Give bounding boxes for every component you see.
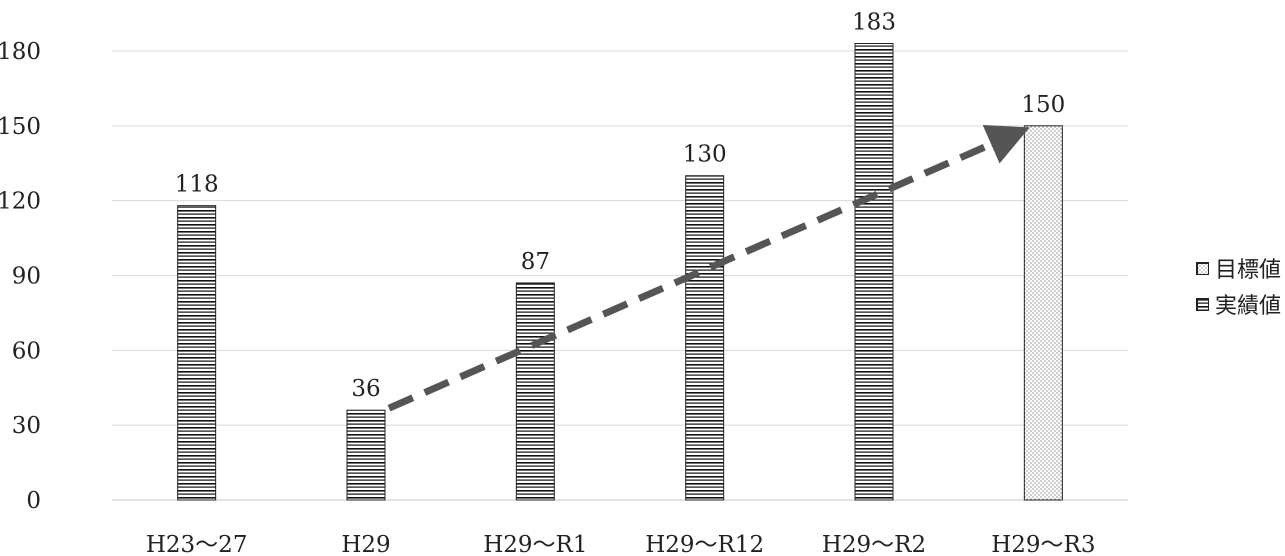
data-labels: 118 36 87 130 183 150	[175, 10, 1066, 403]
legend-label-target: 目標値	[1215, 258, 1282, 283]
data-label: 183	[852, 10, 896, 36]
legend-label-actual: 実績値	[1215, 294, 1282, 319]
y-tick-label: 90	[12, 264, 41, 290]
data-label: 87	[521, 249, 550, 275]
actual-bar	[346, 409, 386, 501]
data-label: 130	[683, 142, 727, 168]
legend-item-target: 目標値	[1196, 250, 1281, 286]
y-tick-label: 150	[0, 114, 41, 140]
y-tick-label: 180	[0, 39, 41, 65]
y-axis: 0 30 60 90 120 150 180	[0, 39, 41, 514]
data-label: 36	[351, 376, 380, 402]
trend-arrow-line	[387, 125, 1030, 412]
bars	[177, 43, 1063, 501]
actual-bar	[177, 205, 217, 501]
x-tick-label: H29〜R3	[991, 532, 1095, 556]
gridlines	[112, 50, 1128, 501]
y-tick-label: 30	[12, 413, 41, 439]
y-tick-label: 120	[0, 189, 41, 215]
legend-item-actual: 実績値	[1196, 286, 1281, 322]
x-tick-label: H23〜27	[146, 532, 248, 556]
actual-bar	[685, 175, 725, 501]
target-bar	[1023, 125, 1063, 501]
x-tick-label: H29〜R12	[645, 532, 764, 556]
actual-bar	[854, 43, 894, 501]
y-tick-label: 0	[26, 488, 41, 514]
x-tick-label: H29	[341, 532, 390, 556]
striped-swatch-icon	[1196, 297, 1209, 311]
trend-arrow	[387, 125, 1030, 412]
actual-bar	[515, 282, 555, 501]
x-tick-label: H29〜R1	[483, 532, 587, 556]
dotted-swatch-icon	[1196, 261, 1209, 275]
legend: 目標値 実績値	[1196, 250, 1281, 322]
x-axis: H23〜27 H29 H29〜R1 H29〜R12 H29〜R2 H29〜R3	[146, 532, 1096, 556]
y-tick-label: 60	[12, 338, 41, 364]
x-tick-label: H29〜R2	[822, 532, 926, 556]
data-label: 118	[175, 172, 219, 198]
data-label: 150	[1021, 92, 1065, 118]
